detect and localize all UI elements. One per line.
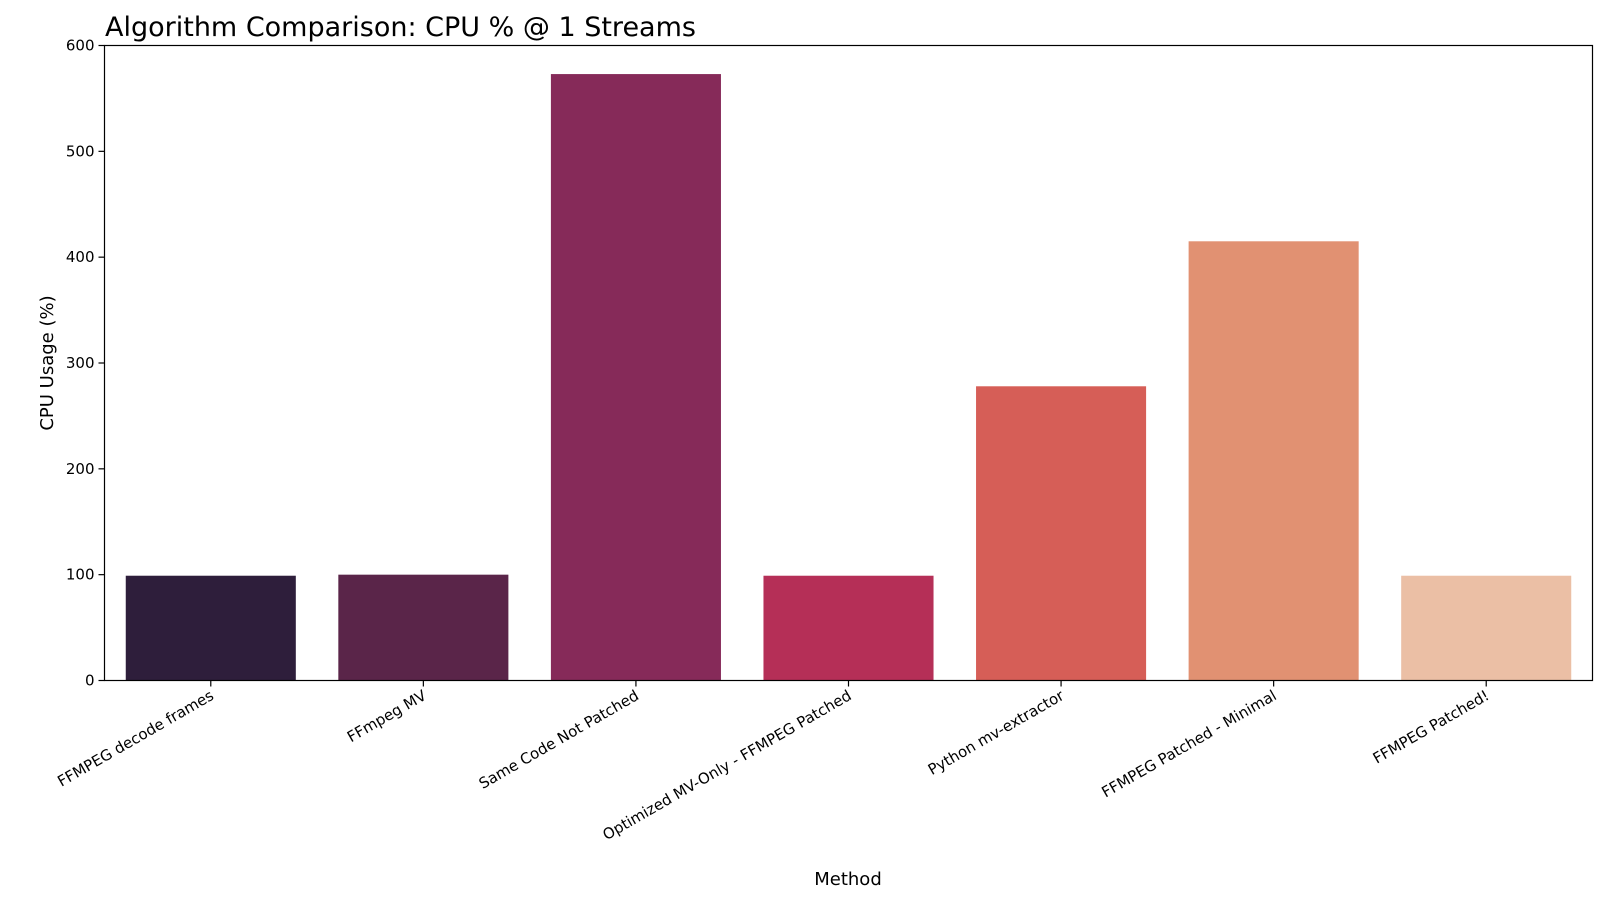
x-tick-label: FFMPEG Patched - Minimal — [1099, 686, 1280, 801]
x-tick-label: Same Code Not Patched — [476, 686, 642, 792]
bars-group — [125, 74, 1572, 681]
y-axis: 0 100 200 300 400 500 600 — [66, 37, 105, 690]
x-tick-label: FFMPEG Patched! — [1370, 686, 1493, 767]
bar-5 — [976, 386, 1147, 681]
y-tick-label: 0 — [85, 672, 95, 690]
x-tick-label: Python mv-extractor — [925, 686, 1068, 779]
x-tick-label: FFmpeg MV — [344, 686, 430, 746]
x-tick-label: FFMPEG decode frames — [54, 686, 217, 790]
y-tick-label: 300 — [66, 354, 95, 372]
chart-title: Algorithm Comparison: CPU % @ 1 Streams — [105, 12, 696, 43]
bar-7 — [1401, 575, 1572, 681]
x-tick-label: Optimized MV-Only - FFMPEG Patched — [599, 686, 854, 844]
y-axis-label: CPU Usage (%) — [37, 295, 58, 430]
bar-1 — [125, 575, 296, 681]
bar-6 — [1188, 241, 1359, 681]
y-tick-label: 600 — [66, 37, 95, 55]
bar-4 — [763, 575, 934, 681]
y-tick-label: 400 — [66, 248, 95, 266]
y-tick-label: 200 — [66, 460, 95, 478]
x-axis: FFMPEG decode frames FFmpeg MV Same Code N… — [54, 680, 1493, 844]
x-axis-label: Method — [814, 869, 882, 890]
y-tick-label: 500 — [66, 142, 95, 160]
y-tick-label: 100 — [66, 566, 95, 584]
bar-2 — [338, 574, 509, 681]
plot-frame — [103, 44, 1594, 682]
bar-3 — [550, 74, 721, 681]
